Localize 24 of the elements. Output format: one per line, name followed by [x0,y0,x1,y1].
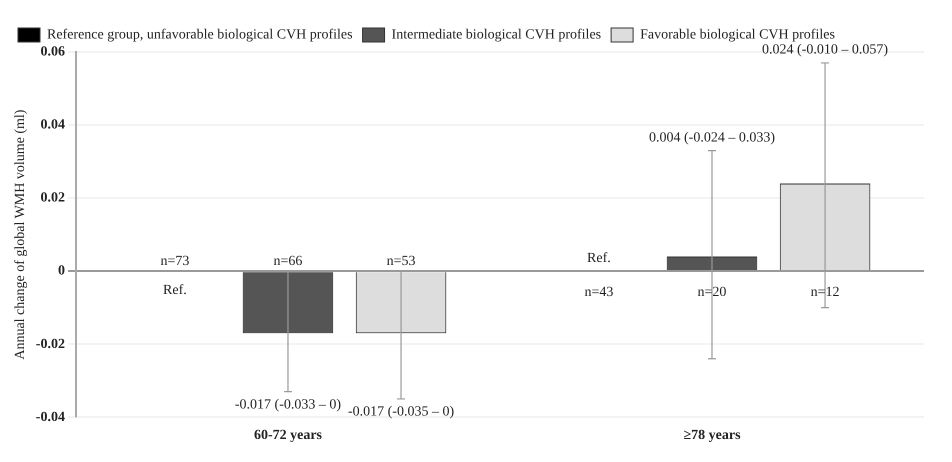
legend-label: Favorable biological CVH profiles [640,28,835,43]
y-tick-label: -0.04 [36,410,65,425]
annotation: n=12 [810,284,840,300]
legend-label: Intermediate biological CVH profiles [392,28,602,43]
annotation: n=53 [386,254,416,269]
y-tick-label: 0.02 [40,190,65,206]
x-tick-label: 60-72 years [254,428,323,444]
y-tick-label: 0 [58,264,65,279]
annotation: Ref. [587,250,611,266]
annotation: Ref. [163,282,187,298]
annotation: n=43 [584,284,614,300]
y-tick-label: 0.06 [40,44,65,60]
annotation: n=66 [274,254,302,269]
annotation: n=73 [160,254,190,269]
y-tick-label: -0.02 [36,336,65,352]
x-tick-label: ≥78 years [683,428,742,444]
y-axis-title: Annual change of global WMH volume (ml) [13,109,28,360]
legend-label: Reference group, unfavorable biological CVH profiles [47,28,353,43]
annotation: 0.004 (-0.024 – 0.033) [648,130,776,146]
annotation: 0.024 (-0.010 – 0.057) [762,42,888,58]
y-tick-label: 0.04 [40,118,65,133]
annotation: n=20 [698,284,726,300]
annotation: -0.017 (-0.035 – 0) [348,404,454,420]
annotation: -0.017 (-0.033 – 0) [234,397,342,412]
